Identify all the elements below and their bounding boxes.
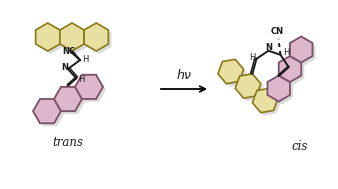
Polygon shape: [78, 78, 106, 102]
Text: H: H: [284, 48, 290, 57]
Text: N: N: [265, 43, 272, 52]
Text: NC: NC: [62, 46, 75, 56]
Polygon shape: [84, 23, 108, 51]
Polygon shape: [60, 23, 84, 51]
Text: H: H: [82, 54, 88, 64]
Text: H: H: [249, 53, 256, 62]
Polygon shape: [39, 26, 63, 54]
Polygon shape: [218, 59, 244, 84]
Polygon shape: [267, 75, 290, 101]
Polygon shape: [282, 59, 304, 85]
Text: H: H: [78, 74, 84, 84]
Polygon shape: [270, 78, 293, 105]
Polygon shape: [75, 75, 103, 99]
Polygon shape: [290, 36, 313, 63]
Text: $h\nu$: $h\nu$: [176, 68, 192, 82]
Polygon shape: [54, 87, 82, 111]
Polygon shape: [87, 26, 112, 54]
Text: CN: CN: [271, 27, 284, 36]
Text: trans: trans: [52, 136, 83, 149]
Polygon shape: [293, 40, 315, 66]
Polygon shape: [238, 77, 264, 101]
Polygon shape: [279, 56, 301, 82]
Text: N: N: [61, 64, 68, 73]
Polygon shape: [35, 23, 60, 51]
Polygon shape: [252, 88, 278, 113]
Polygon shape: [235, 74, 261, 98]
Polygon shape: [33, 99, 61, 123]
Text: cis: cis: [292, 140, 308, 153]
Polygon shape: [256, 91, 281, 116]
Polygon shape: [57, 90, 85, 114]
Polygon shape: [221, 62, 246, 87]
Polygon shape: [36, 102, 64, 126]
Polygon shape: [63, 26, 87, 54]
